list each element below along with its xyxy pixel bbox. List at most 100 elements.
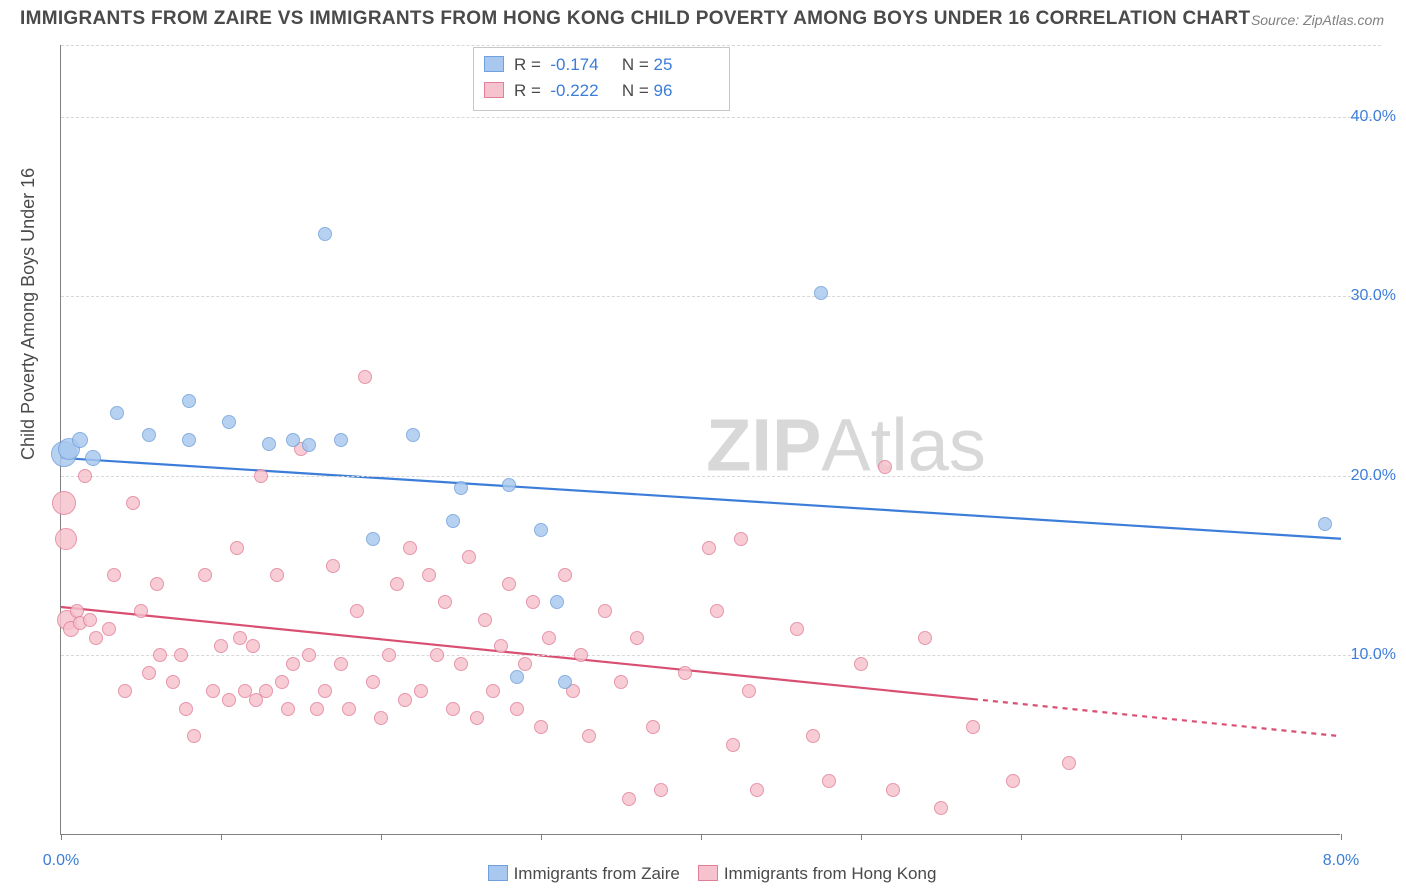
data-point xyxy=(286,433,300,447)
data-point xyxy=(342,702,356,716)
data-point xyxy=(486,684,500,698)
series-legend: Immigrants from ZaireImmigrants from Hon… xyxy=(0,864,1406,884)
data-point xyxy=(107,568,121,582)
legend-label: Immigrants from Hong Kong xyxy=(724,864,937,883)
x-tick xyxy=(861,834,862,840)
data-point xyxy=(334,657,348,671)
data-point xyxy=(622,792,636,806)
x-tick xyxy=(541,834,542,840)
x-tick xyxy=(1341,834,1342,840)
data-point xyxy=(806,729,820,743)
regression-line xyxy=(61,458,1341,539)
data-point xyxy=(55,528,77,550)
data-point xyxy=(1318,517,1332,531)
data-point xyxy=(166,675,180,689)
data-point xyxy=(854,657,868,671)
regression-line xyxy=(973,699,1341,736)
data-point xyxy=(734,532,748,546)
data-point xyxy=(206,684,220,698)
data-point xyxy=(558,675,572,689)
data-point xyxy=(574,648,588,662)
data-point xyxy=(233,631,247,645)
data-point xyxy=(126,496,140,510)
data-point xyxy=(398,693,412,707)
data-point xyxy=(222,693,236,707)
y-tick-label: 20.0% xyxy=(1346,467,1396,485)
x-tick xyxy=(381,834,382,840)
data-point xyxy=(422,568,436,582)
data-point xyxy=(182,394,196,408)
data-point xyxy=(750,783,764,797)
data-point xyxy=(350,604,364,618)
legend-swatch xyxy=(698,865,718,881)
data-point xyxy=(403,541,417,555)
data-point xyxy=(302,438,316,452)
data-point xyxy=(259,684,273,698)
data-point xyxy=(822,774,836,788)
regression-line xyxy=(61,607,973,699)
data-point xyxy=(230,541,244,555)
data-point xyxy=(390,577,404,591)
data-point xyxy=(198,568,212,582)
data-point xyxy=(153,648,167,662)
data-point xyxy=(83,613,97,627)
data-point xyxy=(446,702,460,716)
regression-lines xyxy=(61,45,1340,834)
plot-area: ZIPAtlas R = -0.174 N = 25R = -0.222 N =… xyxy=(60,45,1340,835)
data-point xyxy=(150,577,164,591)
data-point xyxy=(118,684,132,698)
data-point xyxy=(182,433,196,447)
correlation-legend: R = -0.174 N = 25R = -0.222 N = 96 xyxy=(473,47,730,111)
data-point xyxy=(510,702,524,716)
data-point xyxy=(726,738,740,752)
data-point xyxy=(886,783,900,797)
data-point xyxy=(702,541,716,555)
data-point xyxy=(430,648,444,662)
legend-swatch xyxy=(484,82,504,98)
y-tick-label: 30.0% xyxy=(1346,287,1396,305)
data-point xyxy=(246,639,260,653)
data-point xyxy=(790,622,804,636)
data-point xyxy=(366,532,380,546)
data-point xyxy=(742,684,756,698)
data-point xyxy=(374,711,388,725)
data-point xyxy=(454,481,468,495)
x-tick xyxy=(1021,834,1022,840)
data-point xyxy=(510,670,524,684)
data-point xyxy=(187,729,201,743)
data-point xyxy=(1062,756,1076,770)
data-point xyxy=(142,666,156,680)
data-point xyxy=(934,801,948,815)
data-point xyxy=(110,406,124,420)
data-point xyxy=(89,631,103,645)
data-point xyxy=(494,639,508,653)
data-point xyxy=(1006,774,1020,788)
data-point xyxy=(222,415,236,429)
data-point xyxy=(270,568,284,582)
data-point xyxy=(334,433,348,447)
data-point xyxy=(534,523,548,537)
data-point xyxy=(462,550,476,564)
x-tick xyxy=(221,834,222,840)
data-point xyxy=(526,595,540,609)
data-point xyxy=(502,478,516,492)
data-point xyxy=(446,514,460,528)
data-point xyxy=(414,684,428,698)
data-point xyxy=(534,720,548,734)
data-point xyxy=(814,286,828,300)
data-point xyxy=(281,702,295,716)
data-point xyxy=(52,491,76,515)
x-tick xyxy=(701,834,702,840)
data-point xyxy=(366,675,380,689)
legend-swatch xyxy=(488,865,508,881)
data-point xyxy=(310,702,324,716)
data-point xyxy=(918,631,932,645)
data-point xyxy=(318,227,332,241)
data-point xyxy=(598,604,612,618)
data-point xyxy=(438,595,452,609)
data-point xyxy=(326,559,340,573)
watermark: ZIPAtlas xyxy=(706,403,986,488)
data-point xyxy=(614,675,628,689)
data-point xyxy=(630,631,644,645)
chart-title: IMMIGRANTS FROM ZAIRE VS IMMIGRANTS FROM… xyxy=(20,8,1250,30)
